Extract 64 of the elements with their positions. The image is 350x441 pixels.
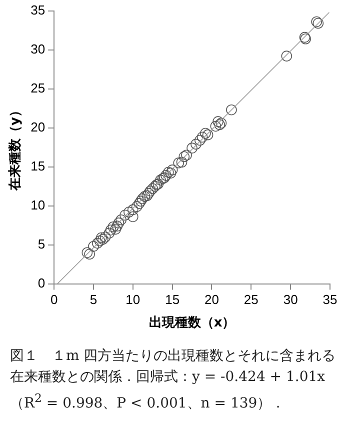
point: [116, 214, 126, 226]
point: [162, 166, 174, 178]
y-tick-label: 25: [30, 80, 46, 96]
caption: 図１ １m 四方当たりの出現種数とそれに含まれる在来種数との関係．回帰式：y = -0.424 + 1.01x（R$^{2}$ = 0.998、P < 0.001、n = 139）．: [10, 347, 337, 414]
point: [281, 50, 292, 62]
point: [113, 218, 124, 228]
y-tick-label: 5: [38, 236, 46, 252]
point: [124, 206, 134, 218]
x-tick-label: 30: [283, 292, 298, 308]
point: [82, 247, 93, 258]
point: [173, 158, 184, 168]
point: [226, 104, 237, 116]
point: [134, 198, 145, 209]
point: [186, 142, 198, 154]
point: [202, 129, 214, 140]
point: [160, 170, 172, 181]
point: [128, 204, 138, 216]
point: [100, 232, 111, 242]
x-tick-label: 15: [165, 292, 180, 308]
point: [210, 120, 222, 132]
point: [144, 186, 156, 196]
point: [139, 191, 150, 202]
point: [178, 151, 190, 162]
y-tick-label: 15: [30, 158, 46, 174]
x-tick-label: 35: [322, 292, 338, 308]
point: [135, 196, 146, 207]
point: [212, 116, 224, 127]
x-tick-label: 10: [126, 292, 140, 308]
point: [92, 238, 103, 249]
point: [142, 190, 152, 202]
point: [165, 168, 176, 178]
point: [196, 132, 208, 143]
y-axis-title: 在来種数（y）: [8, 104, 24, 192]
y-tick-label: 20: [30, 119, 46, 134]
x-tick-label: 0: [50, 292, 58, 308]
x-tick-label: 5: [90, 292, 98, 308]
y-tick-label: 30: [30, 41, 46, 56]
y-tick-label: 35: [30, 2, 46, 18]
y-tick-label: 10: [30, 197, 46, 212]
point: [136, 193, 148, 204]
point: [147, 183, 158, 194]
point: [110, 224, 121, 235]
point: [143, 188, 154, 199]
point: [108, 221, 119, 232]
point: [200, 128, 211, 139]
point: [120, 210, 130, 221]
point: [176, 156, 188, 168]
point: [181, 150, 192, 160]
point: [128, 211, 138, 222]
point: [155, 174, 166, 186]
y-tick-label: 0: [38, 275, 46, 290]
point: [94, 236, 106, 246]
point: [166, 164, 178, 176]
point: [88, 240, 99, 252]
x-tick-label: 20: [204, 292, 219, 308]
point: [112, 220, 123, 232]
x-tick-label: 25: [244, 292, 258, 308]
point: [105, 224, 116, 236]
point: [84, 248, 95, 260]
point: [190, 138, 202, 150]
point: [194, 134, 206, 146]
x-axis-title: 出現種数（x）: [148, 316, 236, 331]
point: [131, 201, 142, 212]
point: [104, 228, 115, 238]
